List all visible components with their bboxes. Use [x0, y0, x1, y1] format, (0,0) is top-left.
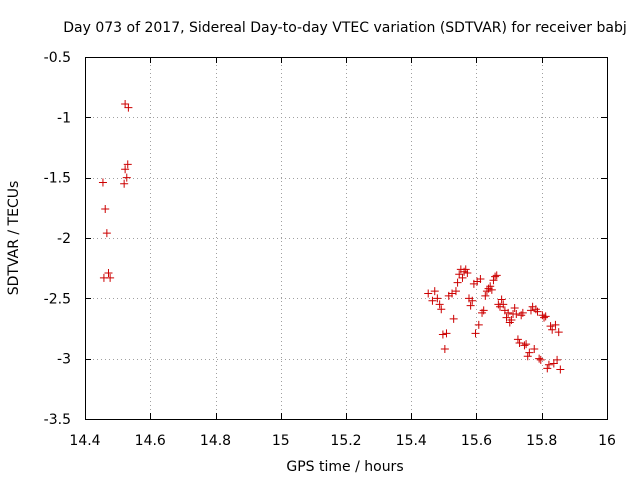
- data-point: [481, 291, 490, 300]
- y-tick-label: -1.5: [44, 171, 71, 187]
- data-point: [512, 310, 521, 319]
- data-point: [515, 338, 524, 347]
- data-point: [458, 273, 467, 282]
- data-point: [489, 276, 498, 285]
- data-point: [518, 308, 527, 317]
- data-point: [536, 355, 545, 364]
- data-point: [463, 268, 472, 277]
- data-point: [479, 306, 488, 315]
- y-tick-label: -2.5: [44, 291, 71, 307]
- x-tick-label: 15.6: [461, 433, 492, 449]
- data-point: [471, 329, 480, 338]
- data-point: [476, 275, 485, 284]
- data-point: [513, 335, 522, 344]
- axis-ticks: [85, 57, 608, 420]
- x-tick-label: 14.8: [200, 433, 231, 449]
- data-point: [520, 341, 529, 350]
- data-point: [530, 345, 539, 354]
- grid: [85, 57, 607, 419]
- data-point: [523, 352, 532, 361]
- x-axis-title: GPS time / hours: [286, 459, 403, 475]
- data-point: [124, 103, 133, 112]
- y-tick-label: -3: [57, 352, 71, 368]
- data-point: [553, 355, 562, 364]
- x-tick-label: 15.8: [526, 433, 557, 449]
- data-point: [121, 100, 130, 109]
- chart-title: Day 073 of 2017, Sidereal Day-to-day VTE…: [63, 20, 626, 36]
- data-point: [430, 287, 439, 296]
- x-tick-label: 15.2: [330, 433, 361, 449]
- data-point: [499, 300, 508, 309]
- x-tick-label: 14.6: [135, 433, 166, 449]
- data-point: [507, 316, 516, 325]
- x-tick-label: 15: [272, 433, 290, 449]
- data-point: [525, 348, 534, 357]
- data-point: [487, 285, 496, 294]
- data-point: [466, 301, 475, 310]
- data-point: [504, 308, 513, 317]
- data-point: [461, 265, 470, 274]
- data-point: [474, 320, 483, 329]
- data-point: [526, 306, 535, 315]
- data-point: [540, 313, 549, 322]
- data-point: [433, 294, 442, 303]
- y-tick-label: -3.5: [44, 412, 71, 428]
- data-point: [502, 313, 511, 322]
- data-point: [435, 300, 444, 309]
- x-tick-label: 14.4: [69, 433, 100, 449]
- data-point: [535, 354, 544, 363]
- y-tick-labels: -3.5 -3 -2.5 -2 -1.5 -1 -0.5: [44, 50, 71, 428]
- data-point: [106, 273, 115, 282]
- data-point: [554, 328, 563, 337]
- data-point: [510, 303, 519, 312]
- data-point: [556, 365, 565, 374]
- data-point: [522, 340, 531, 349]
- data-point: [486, 282, 495, 291]
- y-tick-label: -0.5: [44, 50, 71, 66]
- data-point: [543, 364, 552, 373]
- data-point: [428, 296, 437, 305]
- data-point: [122, 173, 131, 182]
- x-tick-labels: 14.4 14.6 14.8 15 15.2 15.4 15.6 15.8 16: [69, 433, 616, 449]
- data-point: [492, 271, 501, 280]
- data-point: [541, 312, 550, 321]
- data-point: [453, 278, 462, 287]
- data-point: [468, 296, 477, 305]
- y-tick-label: -2: [57, 231, 71, 247]
- data-point: [546, 322, 555, 331]
- data-point: [491, 272, 500, 281]
- data-point: [98, 178, 107, 187]
- data-point: [102, 229, 111, 238]
- y-tick-label: -1: [57, 110, 71, 126]
- data-point: [497, 295, 506, 304]
- data-point: [551, 320, 560, 329]
- data-point: [101, 205, 110, 214]
- data-point: [548, 325, 557, 334]
- data-point: [104, 268, 113, 277]
- data-point: [549, 359, 558, 368]
- data-point: [449, 314, 458, 323]
- data-point: [437, 305, 446, 314]
- data-point: [451, 287, 460, 296]
- data-point: [442, 329, 451, 338]
- data-point: [544, 360, 553, 369]
- x-tick-label: 16: [598, 433, 616, 449]
- data-points: [98, 100, 565, 374]
- y-axis-title: SDTVAR / TECUs: [6, 181, 22, 296]
- data-point: [123, 160, 132, 169]
- data-point: [455, 270, 464, 279]
- x-tick-label: 15.4: [396, 433, 427, 449]
- data-point: [440, 345, 449, 354]
- data-point: [533, 307, 542, 316]
- data-point: [120, 179, 129, 188]
- data-point: [424, 289, 433, 298]
- data-point: [121, 165, 130, 174]
- data-point: [438, 330, 447, 339]
